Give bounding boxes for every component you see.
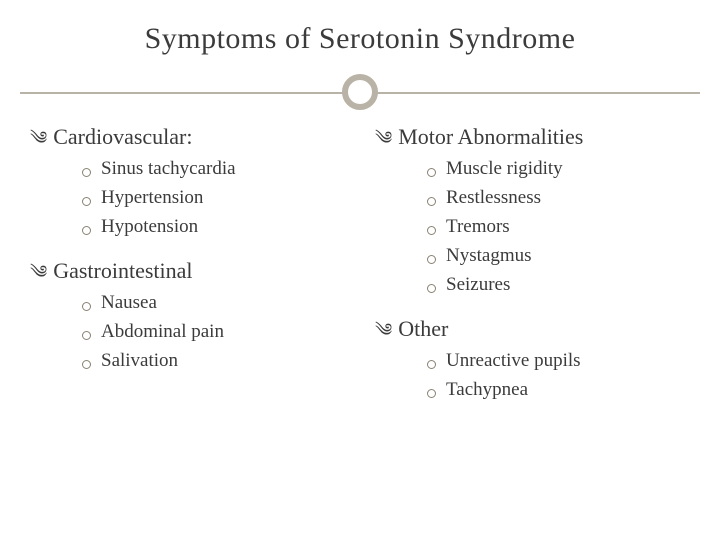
list-item: Nystagmus [427,245,690,267]
circle-bullet-icon [427,284,436,293]
circle-bullet-icon [82,360,91,369]
swirl-bullet-icon: ༄ [375,321,392,339]
circle-bullet-icon [427,389,436,398]
item-label: Restlessness [446,187,541,209]
category-title: Other [398,316,448,342]
list-item: Abdominal pain [82,321,345,343]
slide-title: Symptoms of Serotonin Syndrome [0,22,720,56]
category-title: Motor Abnormalities [398,124,583,150]
item-list: Sinus tachycardia Hypertension Hypotensi… [30,158,345,238]
category-cardiovascular: ༄ Cardiovascular: Sinus tachycardia Hype… [30,124,345,238]
circle-bullet-icon [427,226,436,235]
circle-bullet-icon [82,168,91,177]
list-item: Hypertension [82,187,345,209]
item-label: Tachypnea [446,379,528,401]
item-label: Hypertension [101,187,203,209]
list-item: Sinus tachycardia [82,158,345,180]
list-item: Hypotension [82,216,345,238]
swirl-bullet-icon: ༄ [30,129,47,147]
circle-bullet-icon [427,168,436,177]
item-label: Unreactive pupils [446,350,581,372]
right-column: ༄ Motor Abnormalities Muscle rigidity Re… [375,124,690,421]
item-label: Sinus tachycardia [101,158,236,180]
item-list: Unreactive pupils Tachypnea [375,350,690,401]
list-item: Unreactive pupils [427,350,690,372]
list-item: Muscle rigidity [427,158,690,180]
category-title: Gastrointestinal [53,258,192,284]
circle-bullet-icon [82,226,91,235]
left-column: ༄ Cardiovascular: Sinus tachycardia Hype… [30,124,345,421]
list-item: Tremors [427,216,690,238]
swirl-bullet-icon: ༄ [30,263,47,281]
circle-bullet-icon [82,197,91,206]
circle-bullet-icon [427,360,436,369]
item-label: Abdominal pain [101,321,224,343]
category-header: ༄ Cardiovascular: [30,124,345,150]
slide: Symptoms of Serotonin Syndrome ༄ Cardiov… [0,0,720,540]
category-header: ༄ Gastrointestinal [30,258,345,284]
category-motor: ༄ Motor Abnormalities Muscle rigidity Re… [375,124,690,296]
content-region: ༄ Cardiovascular: Sinus tachycardia Hype… [0,114,720,421]
item-label: Hypotension [101,216,198,238]
item-list: Nausea Abdominal pain Salivation [30,292,345,372]
item-label: Seizures [446,274,510,296]
category-gastrointestinal: ༄ Gastrointestinal Nausea Abdominal pain… [30,258,345,372]
title-region: Symptoms of Serotonin Syndrome [0,0,720,56]
item-label: Nystagmus [446,245,532,267]
category-header: ༄ Other [375,316,690,342]
item-list: Muscle rigidity Restlessness Tremors Nys… [375,158,690,296]
divider-circle-icon [342,74,378,110]
circle-bullet-icon [427,197,436,206]
circle-bullet-icon [427,255,436,264]
item-label: Tremors [446,216,510,238]
category-title: Cardiovascular: [53,124,192,150]
title-divider [0,74,720,114]
category-header: ༄ Motor Abnormalities [375,124,690,150]
list-item: Seizures [427,274,690,296]
list-item: Salivation [82,350,345,372]
list-item: Nausea [82,292,345,314]
circle-bullet-icon [82,331,91,340]
list-item: Restlessness [427,187,690,209]
circle-bullet-icon [82,302,91,311]
swirl-bullet-icon: ༄ [375,129,392,147]
list-item: Tachypnea [427,379,690,401]
item-label: Salivation [101,350,178,372]
item-label: Muscle rigidity [446,158,563,180]
item-label: Nausea [101,292,157,314]
category-other: ༄ Other Unreactive pupils Tachypnea [375,316,690,401]
